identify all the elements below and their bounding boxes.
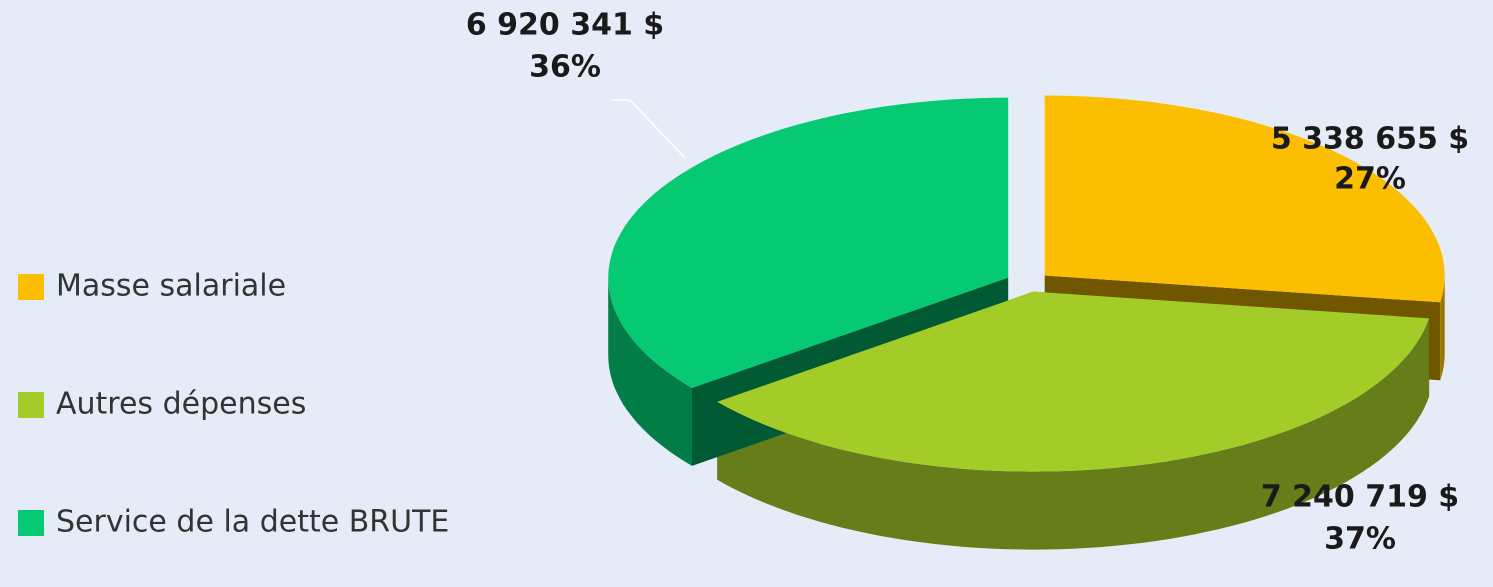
legend-label: Service de la dette BRUTE xyxy=(56,505,449,540)
slice-side xyxy=(608,277,692,466)
value-label: 6 920 341 $ xyxy=(466,8,664,43)
percent-label: 27% xyxy=(1334,162,1406,197)
slice-side xyxy=(1440,275,1445,381)
slice xyxy=(1044,95,1445,303)
value-label: 7 240 719 $ xyxy=(1261,480,1459,515)
legend: Masse salariale Autres dépenses Service de… xyxy=(18,269,449,540)
data-labels: 5 338 655 $ 27% 7 240 719 $ 37% 6 920 341 $ 3… xyxy=(466,8,1469,557)
legend-swatch xyxy=(18,510,44,536)
legend-swatch xyxy=(18,392,44,418)
percent-label: 37% xyxy=(1324,522,1396,557)
slice xyxy=(717,291,1430,472)
leader-line xyxy=(612,99,686,159)
legend-label: Masse salariale xyxy=(56,269,286,304)
legend-swatch xyxy=(18,274,44,300)
slice-tops xyxy=(608,95,1445,472)
value-label: 5 338 655 $ xyxy=(1271,122,1469,157)
percent-label: 36% xyxy=(529,50,601,85)
slice xyxy=(608,97,1009,388)
slice-side xyxy=(717,318,1430,550)
legend-label: Autres dépenses xyxy=(56,387,306,422)
